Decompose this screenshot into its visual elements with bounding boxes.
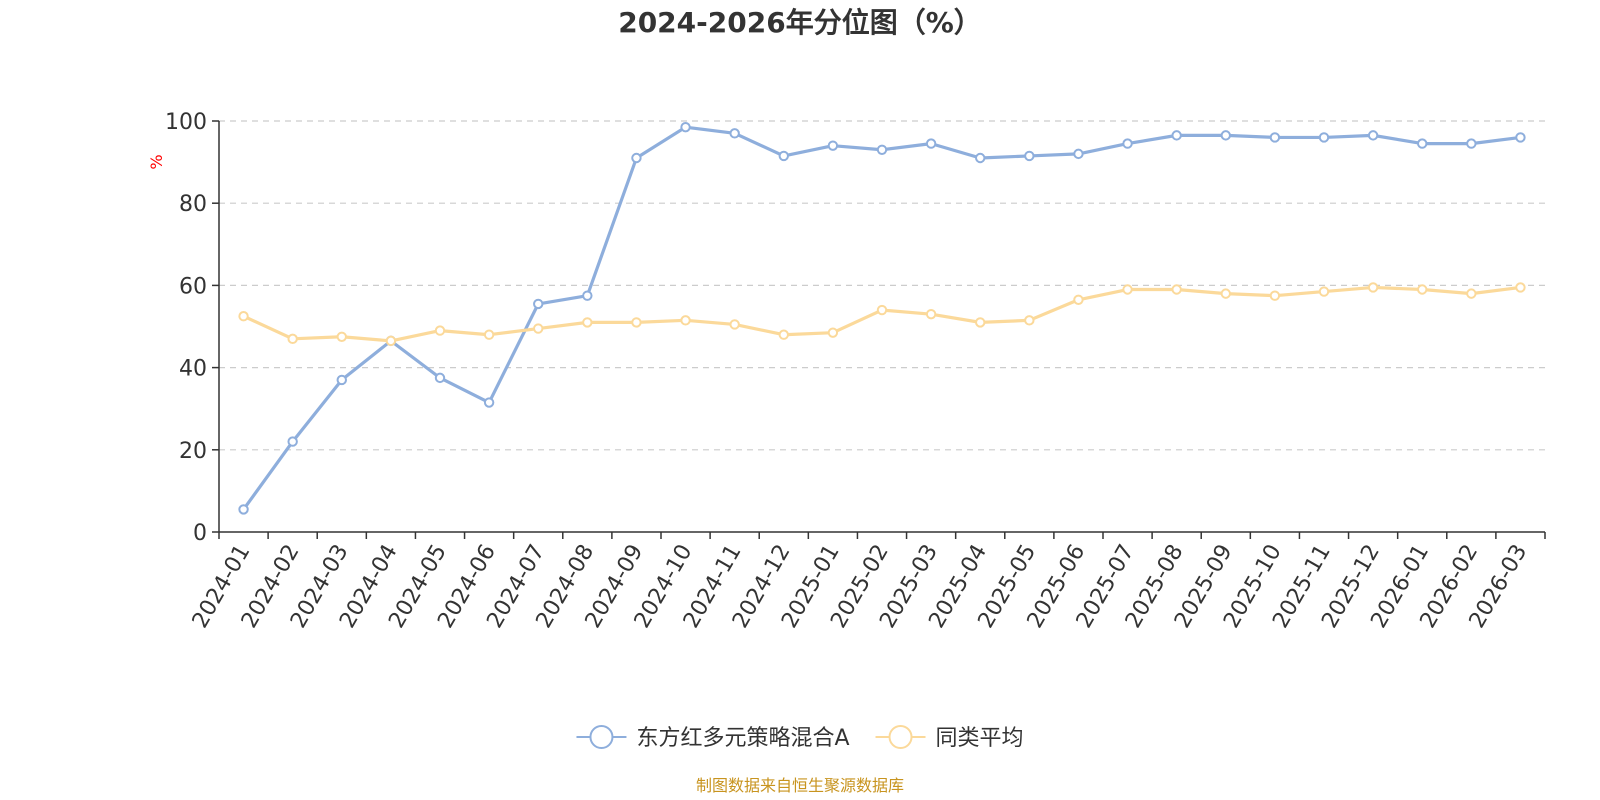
data-point[interactable] bbox=[1515, 132, 1526, 143]
data-point[interactable] bbox=[975, 152, 986, 164]
data-point[interactable] bbox=[483, 329, 495, 340]
y-tick-label: 80 bbox=[179, 192, 207, 217]
y-axis-unit-label: % bbox=[147, 154, 166, 169]
data-point[interactable] bbox=[1466, 138, 1477, 149]
data-point[interactable] bbox=[483, 397, 495, 408]
legend-marker-icon bbox=[589, 725, 614, 749]
data-point[interactable] bbox=[1466, 288, 1477, 299]
data-point[interactable] bbox=[1269, 132, 1281, 143]
data-point[interactable] bbox=[631, 152, 642, 164]
data-point[interactable] bbox=[287, 436, 298, 447]
data-point[interactable] bbox=[1220, 130, 1231, 141]
data-point[interactable] bbox=[287, 333, 298, 345]
series-line bbox=[241, 125, 1523, 511]
data-point[interactable] bbox=[925, 138, 937, 149]
legend-item-1[interactable]: 东方红多元策略混合A bbox=[576, 725, 850, 751]
data-point[interactable] bbox=[336, 331, 347, 342]
data-point[interactable] bbox=[582, 290, 593, 301]
data-point[interactable] bbox=[1367, 130, 1379, 141]
data-point[interactable] bbox=[1171, 284, 1182, 295]
data-point[interactable] bbox=[778, 150, 789, 162]
data-point[interactable] bbox=[1171, 130, 1182, 141]
legend: 东方红多元策略混合A 同类平均 bbox=[576, 725, 1024, 751]
data-point[interactable] bbox=[1122, 284, 1133, 295]
y-tick-label: 40 bbox=[179, 357, 207, 382]
data-point[interactable] bbox=[1024, 315, 1035, 326]
data-point[interactable] bbox=[1220, 288, 1231, 299]
data-point[interactable] bbox=[1515, 282, 1526, 293]
data-point[interactable] bbox=[1367, 282, 1379, 293]
data-point[interactable] bbox=[238, 504, 249, 515]
y-tick-label: 60 bbox=[179, 274, 207, 299]
data-point[interactable] bbox=[680, 315, 691, 326]
source-note: 制图数据来自恒生聚源数据库 bbox=[696, 776, 904, 795]
data-point[interactable] bbox=[1318, 286, 1330, 297]
data-point[interactable] bbox=[336, 374, 347, 386]
y-tick-label: 20 bbox=[179, 439, 207, 464]
y-tick-label: 100 bbox=[165, 110, 207, 135]
data-point[interactable] bbox=[1073, 148, 1084, 160]
data-point[interactable] bbox=[975, 317, 986, 328]
data-point[interactable] bbox=[1073, 294, 1084, 305]
legend-label: 同类平均 bbox=[936, 726, 1024, 751]
data-point[interactable] bbox=[238, 311, 249, 322]
grid-lines bbox=[219, 120, 1545, 451]
data-point[interactable] bbox=[1417, 138, 1428, 149]
data-point[interactable] bbox=[876, 304, 888, 316]
data-point[interactable] bbox=[778, 329, 789, 340]
axes: 0204060801002024-012024-022024-032024-04… bbox=[165, 110, 1546, 632]
series-2 bbox=[238, 282, 1526, 347]
data-point[interactable] bbox=[434, 372, 446, 384]
data-point[interactable] bbox=[680, 121, 691, 133]
y-tick-label: 0 bbox=[193, 521, 207, 546]
legend-label: 东方红多元策略混合A bbox=[636, 726, 849, 751]
chart-title: 2024-2026年分位图（%） bbox=[618, 6, 982, 39]
data-point[interactable] bbox=[533, 323, 544, 334]
data-point[interactable] bbox=[434, 325, 446, 336]
data-point[interactable] bbox=[925, 308, 937, 320]
series-1 bbox=[238, 121, 1526, 515]
series-lines bbox=[238, 121, 1526, 515]
legend-marker-icon bbox=[888, 725, 913, 749]
data-point[interactable] bbox=[729, 128, 740, 139]
data-point[interactable] bbox=[1318, 132, 1330, 143]
data-point[interactable] bbox=[729, 319, 740, 330]
legend-item-2[interactable]: 同类平均 bbox=[875, 725, 1024, 751]
data-point[interactable] bbox=[1417, 284, 1428, 295]
data-point[interactable] bbox=[1269, 290, 1281, 301]
data-point[interactable] bbox=[582, 317, 593, 328]
data-point[interactable] bbox=[631, 317, 642, 328]
data-point[interactable] bbox=[1024, 150, 1035, 162]
data-point[interactable] bbox=[827, 140, 839, 151]
data-point[interactable] bbox=[385, 335, 397, 347]
data-point[interactable] bbox=[827, 327, 839, 338]
data-point[interactable] bbox=[533, 298, 544, 310]
data-point[interactable] bbox=[876, 144, 888, 155]
data-point[interactable] bbox=[1122, 138, 1133, 149]
